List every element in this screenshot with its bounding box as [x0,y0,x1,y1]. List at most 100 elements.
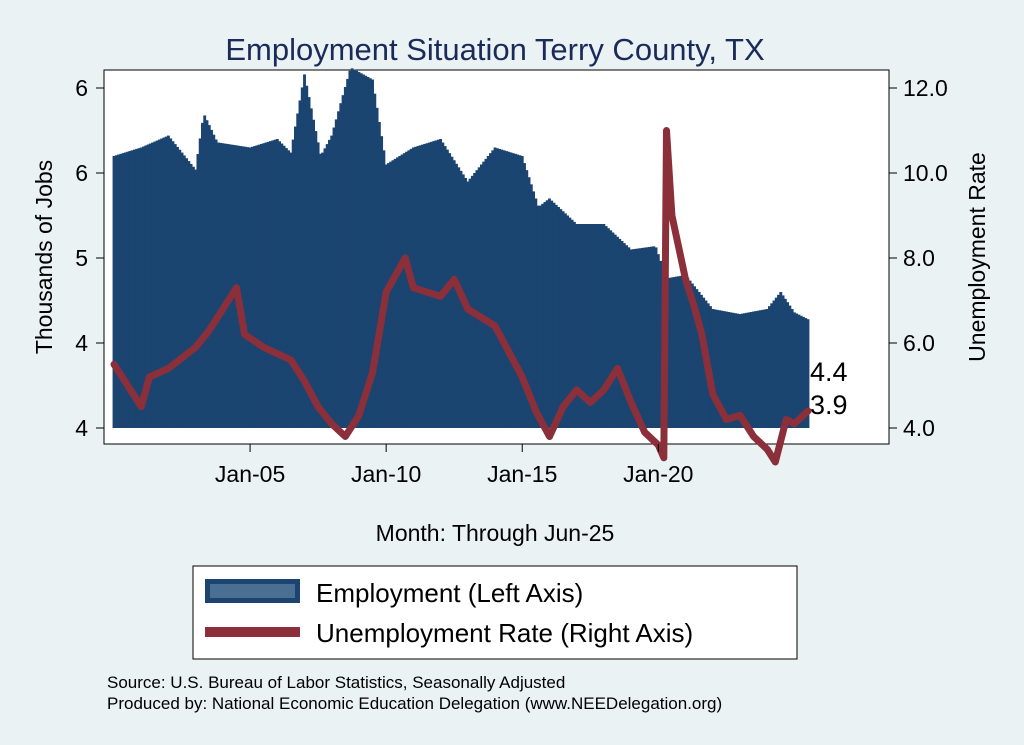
source-line-1: Source: U.S. Bureau of Labor Statistics,… [107,673,565,692]
employment-bar [389,161,393,428]
x-axis: Jan-05 Jan-10 Jan-15 Jan-20 [215,444,693,487]
employment-bar [264,142,268,428]
employment-bar [130,150,134,429]
employment-bar [786,302,790,428]
employment-bar [257,144,261,428]
employment-bar [779,292,783,428]
employment-bar [679,275,683,428]
legend: Employment (Left Axis) Unemployment Rate… [192,565,798,660]
employment-bar [591,224,594,428]
employment-bar [189,163,193,428]
left-tick-label: 5 [75,245,88,271]
employment-bar [602,224,606,428]
employment-bar [157,139,161,429]
employment-bar [346,78,350,428]
employment-bar [647,246,651,428]
employment-bar [380,136,384,428]
employment-bar [616,236,619,428]
employment-bar [731,312,735,428]
employment-bar [194,169,198,428]
employment-bar [650,246,653,428]
employment-bar [593,224,597,428]
employment-bar [475,170,479,428]
employment-bar [566,215,570,428]
employment-bar [196,154,200,428]
employment-bar [239,146,243,429]
employment-bar [625,245,628,428]
employment-bar [792,312,796,428]
employment-bar [123,152,127,429]
employment-bar [631,249,635,428]
employment-bar [128,151,132,428]
employment-bar [600,224,604,428]
employment-bar [241,146,245,428]
employment-bar [398,156,402,428]
employment-bar [695,289,699,428]
employment-bar [675,276,678,428]
employment-bar [802,316,805,428]
employment-bar [402,153,406,428]
employment-bar [339,103,343,428]
employment-bar [477,167,481,429]
employment-bar [568,217,572,428]
employment-bar [366,77,370,428]
employment-bar [502,150,506,429]
employment-bar [641,247,644,428]
employment-bar [119,153,123,428]
employment-bar [493,147,497,428]
left-axis-label: Thousands of Jobs [31,160,57,354]
employment-bar [527,177,531,428]
employment-bar [783,298,787,428]
employment-bar [271,140,275,428]
employment-bar [269,141,272,428]
employment-bar [797,314,801,428]
employment-bar [359,73,363,428]
employment-bar [541,203,545,428]
employment-bar [427,142,431,428]
employment-bar [298,100,302,428]
employment-bar [754,311,758,428]
employment-bar [684,275,687,428]
employment-bar [681,275,685,428]
employment-bar [727,311,731,428]
employment-bar [316,142,320,428]
employment-bar [622,243,626,428]
employment-bar [579,224,583,428]
employment-bar [371,79,374,428]
employment-bar [393,158,397,429]
employment-bar [162,137,166,429]
employment-bar [155,140,159,428]
employment-bar [768,306,771,428]
employment-bar [171,141,175,428]
employment-bar [210,129,213,429]
employment-bar [659,260,663,428]
employment-bar [620,241,624,428]
employment-bar [262,143,266,428]
employment-bar [180,152,184,428]
employment-bar [328,139,331,428]
employment-bar [557,207,560,428]
employment-bar [745,312,749,428]
employment-bar [294,126,297,429]
employment-bar [511,153,515,428]
unemployment-line-layer [110,127,812,466]
employment-bar [582,224,585,428]
right-tick-label: 12.0 [903,75,948,101]
employment-bar [405,151,409,428]
employment-bar [452,160,456,428]
employment-bar [559,209,563,428]
employment-bar [255,145,259,428]
employment-bar [552,202,556,428]
employment-bar [266,141,270,429]
right-axis-label: Unemployment Rate [964,152,990,362]
employment-bar [586,224,590,428]
left-tick-label: 4 [75,415,88,441]
employment-bar [606,228,610,428]
employment-bar [166,135,170,428]
right-tick-label: 8.0 [903,245,935,271]
employment-bar [305,85,309,428]
employment-bar [352,69,356,428]
employment-bar [407,150,411,429]
x-tick-label: Jan-15 [487,461,557,487]
